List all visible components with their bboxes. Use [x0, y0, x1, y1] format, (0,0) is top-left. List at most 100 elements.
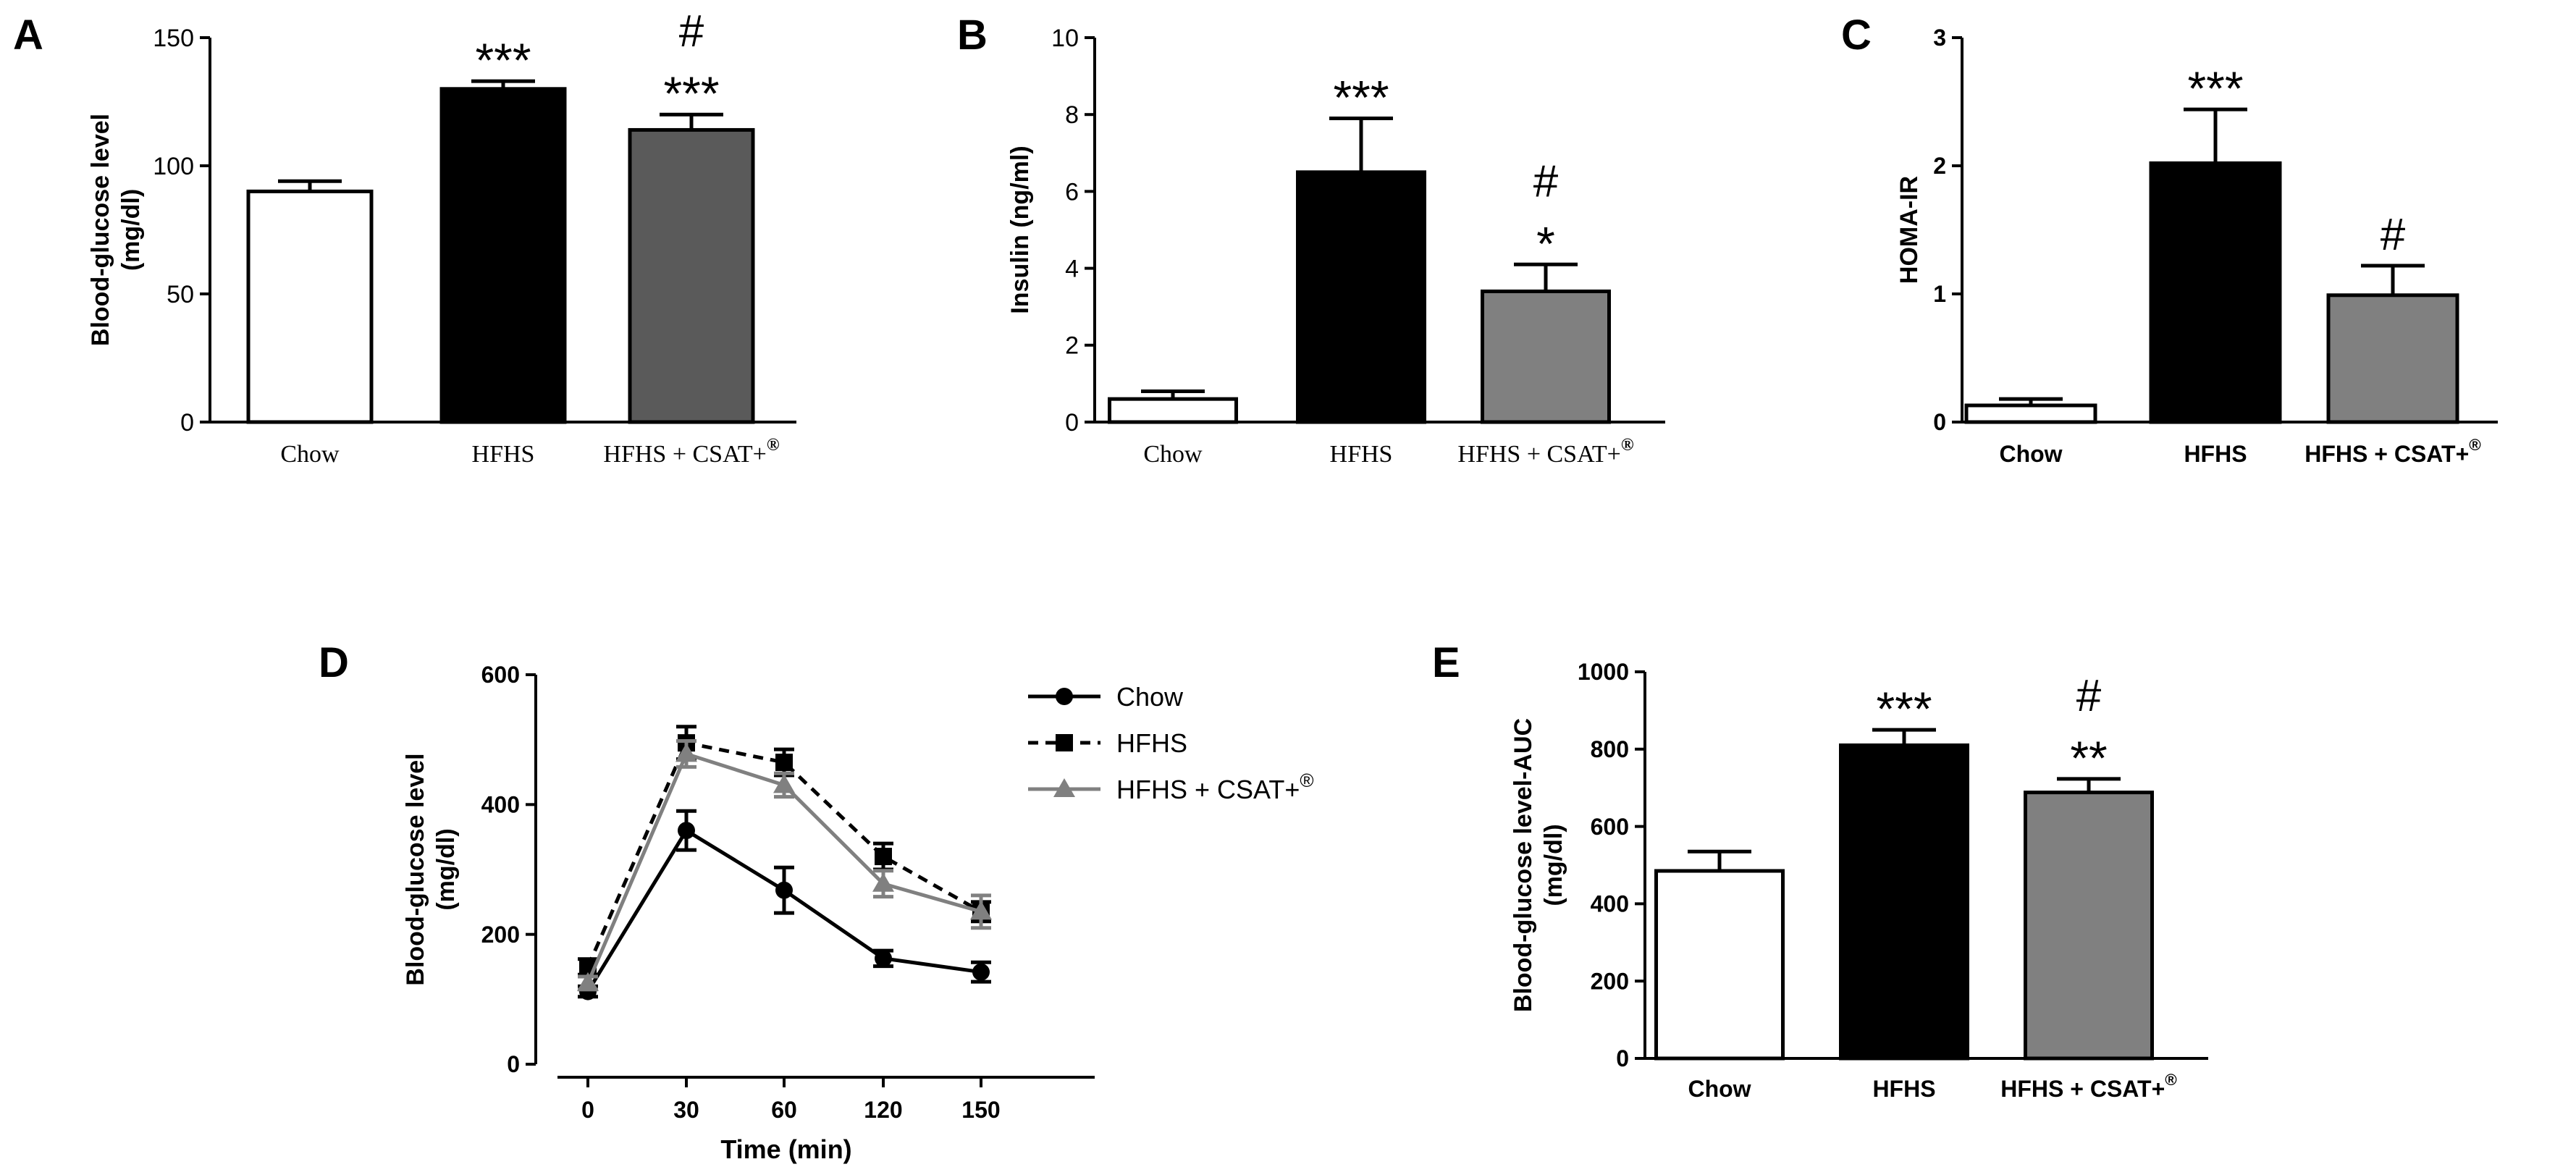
y-tick-label: 1 — [1933, 281, 1946, 307]
x-tick-label: 60 — [771, 1097, 797, 1123]
y-tick-label: 200 — [481, 922, 520, 948]
significance-hash: # — [679, 7, 704, 56]
panel-A: A 0 50 100 150 Blood-glucose level (mg/dl) Chow… — [13, 7, 796, 468]
panel-letter: D — [319, 639, 349, 686]
x-tick-label: 120 — [864, 1097, 902, 1123]
y-axis-label: Blood-glucose level — [87, 114, 114, 346]
x-tick-label: 150 — [961, 1097, 1000, 1123]
y-tick-label: 4 — [1065, 256, 1079, 283]
y-tick-label: 400 — [481, 792, 520, 818]
category-label: HFHS — [472, 441, 535, 468]
y-axis-label: Insulin (ng/ml) — [1006, 146, 1034, 313]
bar-chow — [1108, 397, 1238, 424]
bar-chow — [246, 189, 374, 424]
y-axis-label: Blood-glucose level — [402, 753, 429, 985]
legend-label: Chow — [1116, 682, 1184, 712]
panel-D: D 0 200 400 600 Blood-glucose level (mg/dl) 0 30… — [319, 639, 1314, 1164]
category-label: Chow — [280, 441, 340, 468]
marker-triangle — [577, 972, 599, 991]
y-tick-label: 0 — [1065, 409, 1079, 437]
marker-square — [875, 848, 892, 866]
category-label: Chow — [1688, 1076, 1751, 1102]
significance-hash: # — [2381, 210, 2406, 260]
category-label: Chow — [1143, 441, 1203, 468]
significance-hash: # — [2076, 671, 2102, 721]
bar-hfhs-csat- — [1481, 289, 1611, 424]
marker-triangle — [773, 774, 795, 793]
y-tick-label: 0 — [180, 409, 194, 437]
panel-letter: A — [13, 12, 43, 59]
marker-triangle — [872, 872, 894, 892]
bar-hfhs-csat- — [2326, 293, 2459, 424]
marker-circle — [678, 822, 695, 840]
marker-circle — [875, 949, 892, 967]
x-axis-label: Time (min) — [720, 1134, 851, 1164]
bar-hfhs — [1296, 170, 1426, 424]
bar-hfhs — [1839, 743, 1969, 1061]
y-axis-label: (mg/dl) — [1540, 824, 1567, 906]
series-line-1 — [586, 741, 982, 968]
significance-stars: *** — [475, 33, 531, 87]
y-tick-label: 50 — [167, 281, 194, 308]
panel-B: B 0 2 4 6 8 10 Insulin (ng/ml) Chow *** HFHS * # HFHS… — [957, 12, 1665, 468]
category-label: HFHS + CSAT+® — [2304, 436, 2481, 467]
category-label: HFHS + CSAT+® — [2000, 1071, 2177, 1102]
significance-stars: *** — [663, 67, 719, 120]
y-tick-label: 2 — [1933, 153, 1946, 179]
bar-hfhs — [2149, 161, 2282, 424]
y-tick-label: 8 — [1065, 101, 1079, 129]
panel-letter: E — [1432, 639, 1460, 686]
y-tick-label: 800 — [1591, 736, 1629, 762]
category-label: HFHS — [2184, 441, 2247, 467]
bar-hfhs-csat- — [2024, 791, 2154, 1061]
significance-stars: *** — [1333, 71, 1389, 125]
y-tick-label: 0 — [1933, 409, 1946, 435]
marker-circle — [1056, 688, 1073, 705]
bar-hfhs-csat- — [628, 127, 755, 424]
y-tick-label: 600 — [481, 662, 520, 688]
category-label: HFHS + CSAT+® — [1457, 436, 1633, 468]
panel-letter: B — [957, 12, 988, 59]
y-tick-label: 2 — [1065, 332, 1079, 360]
category-label: HFHS + CSAT+® — [603, 436, 779, 468]
y-tick-label: 200 — [1591, 968, 1629, 994]
marker-triangle — [970, 901, 992, 920]
marker-triangle — [675, 743, 697, 762]
y-tick-label: 0 — [1616, 1045, 1629, 1071]
y-axis-label: HOMA-IR — [1895, 176, 1923, 284]
marker-triangle — [1053, 778, 1075, 797]
y-tick-label: 10 — [1051, 25, 1079, 52]
marker-circle — [972, 963, 990, 981]
y-tick-label: 6 — [1065, 178, 1079, 206]
legend-label: HFHS — [1116, 728, 1187, 758]
y-axis-label: (mg/dl) — [432, 828, 460, 910]
y-tick-label: 150 — [153, 25, 194, 52]
panel-E: E 0 200 400 600 800 1000 Blood-glucose level-AU… — [1432, 639, 2208, 1102]
y-tick-label: 3 — [1933, 25, 1946, 51]
marker-square — [1056, 734, 1073, 751]
bar-chow — [1964, 403, 2097, 424]
significance-stars: *** — [1876, 682, 1932, 736]
y-axis-label: (mg/dl) — [117, 189, 145, 271]
marker-circle — [775, 881, 793, 899]
significance-hash: # — [1533, 156, 1559, 206]
y-tick-label: 400 — [1591, 891, 1629, 917]
category-label: HFHS — [1330, 441, 1393, 468]
bar-hfhs — [439, 87, 567, 424]
significance-stars: * — [1536, 216, 1555, 270]
x-tick-label: 30 — [673, 1097, 699, 1123]
y-tick-label: 1000 — [1578, 659, 1629, 685]
panel-letter: C — [1841, 12, 1872, 59]
y-tick-label: 600 — [1591, 814, 1629, 840]
panel-C: C 0 1 2 3 HOMA-IR Chow *** HFHS # HFHS + CSAT+® — [1841, 12, 2498, 467]
bar-chow — [1654, 869, 1785, 1061]
x-tick-label: 0 — [581, 1097, 594, 1123]
marker-square — [775, 754, 793, 772]
category-label: Chow — [1999, 441, 2062, 467]
y-tick-label: 100 — [153, 153, 194, 180]
significance-stars: ** — [2070, 731, 2107, 785]
y-axis-label: Blood-glucose level-AUC — [1510, 718, 1537, 1012]
y-tick-label: 0 — [507, 1051, 520, 1077]
category-label: HFHS — [1872, 1076, 1935, 1102]
significance-stars: *** — [2187, 62, 2243, 115]
